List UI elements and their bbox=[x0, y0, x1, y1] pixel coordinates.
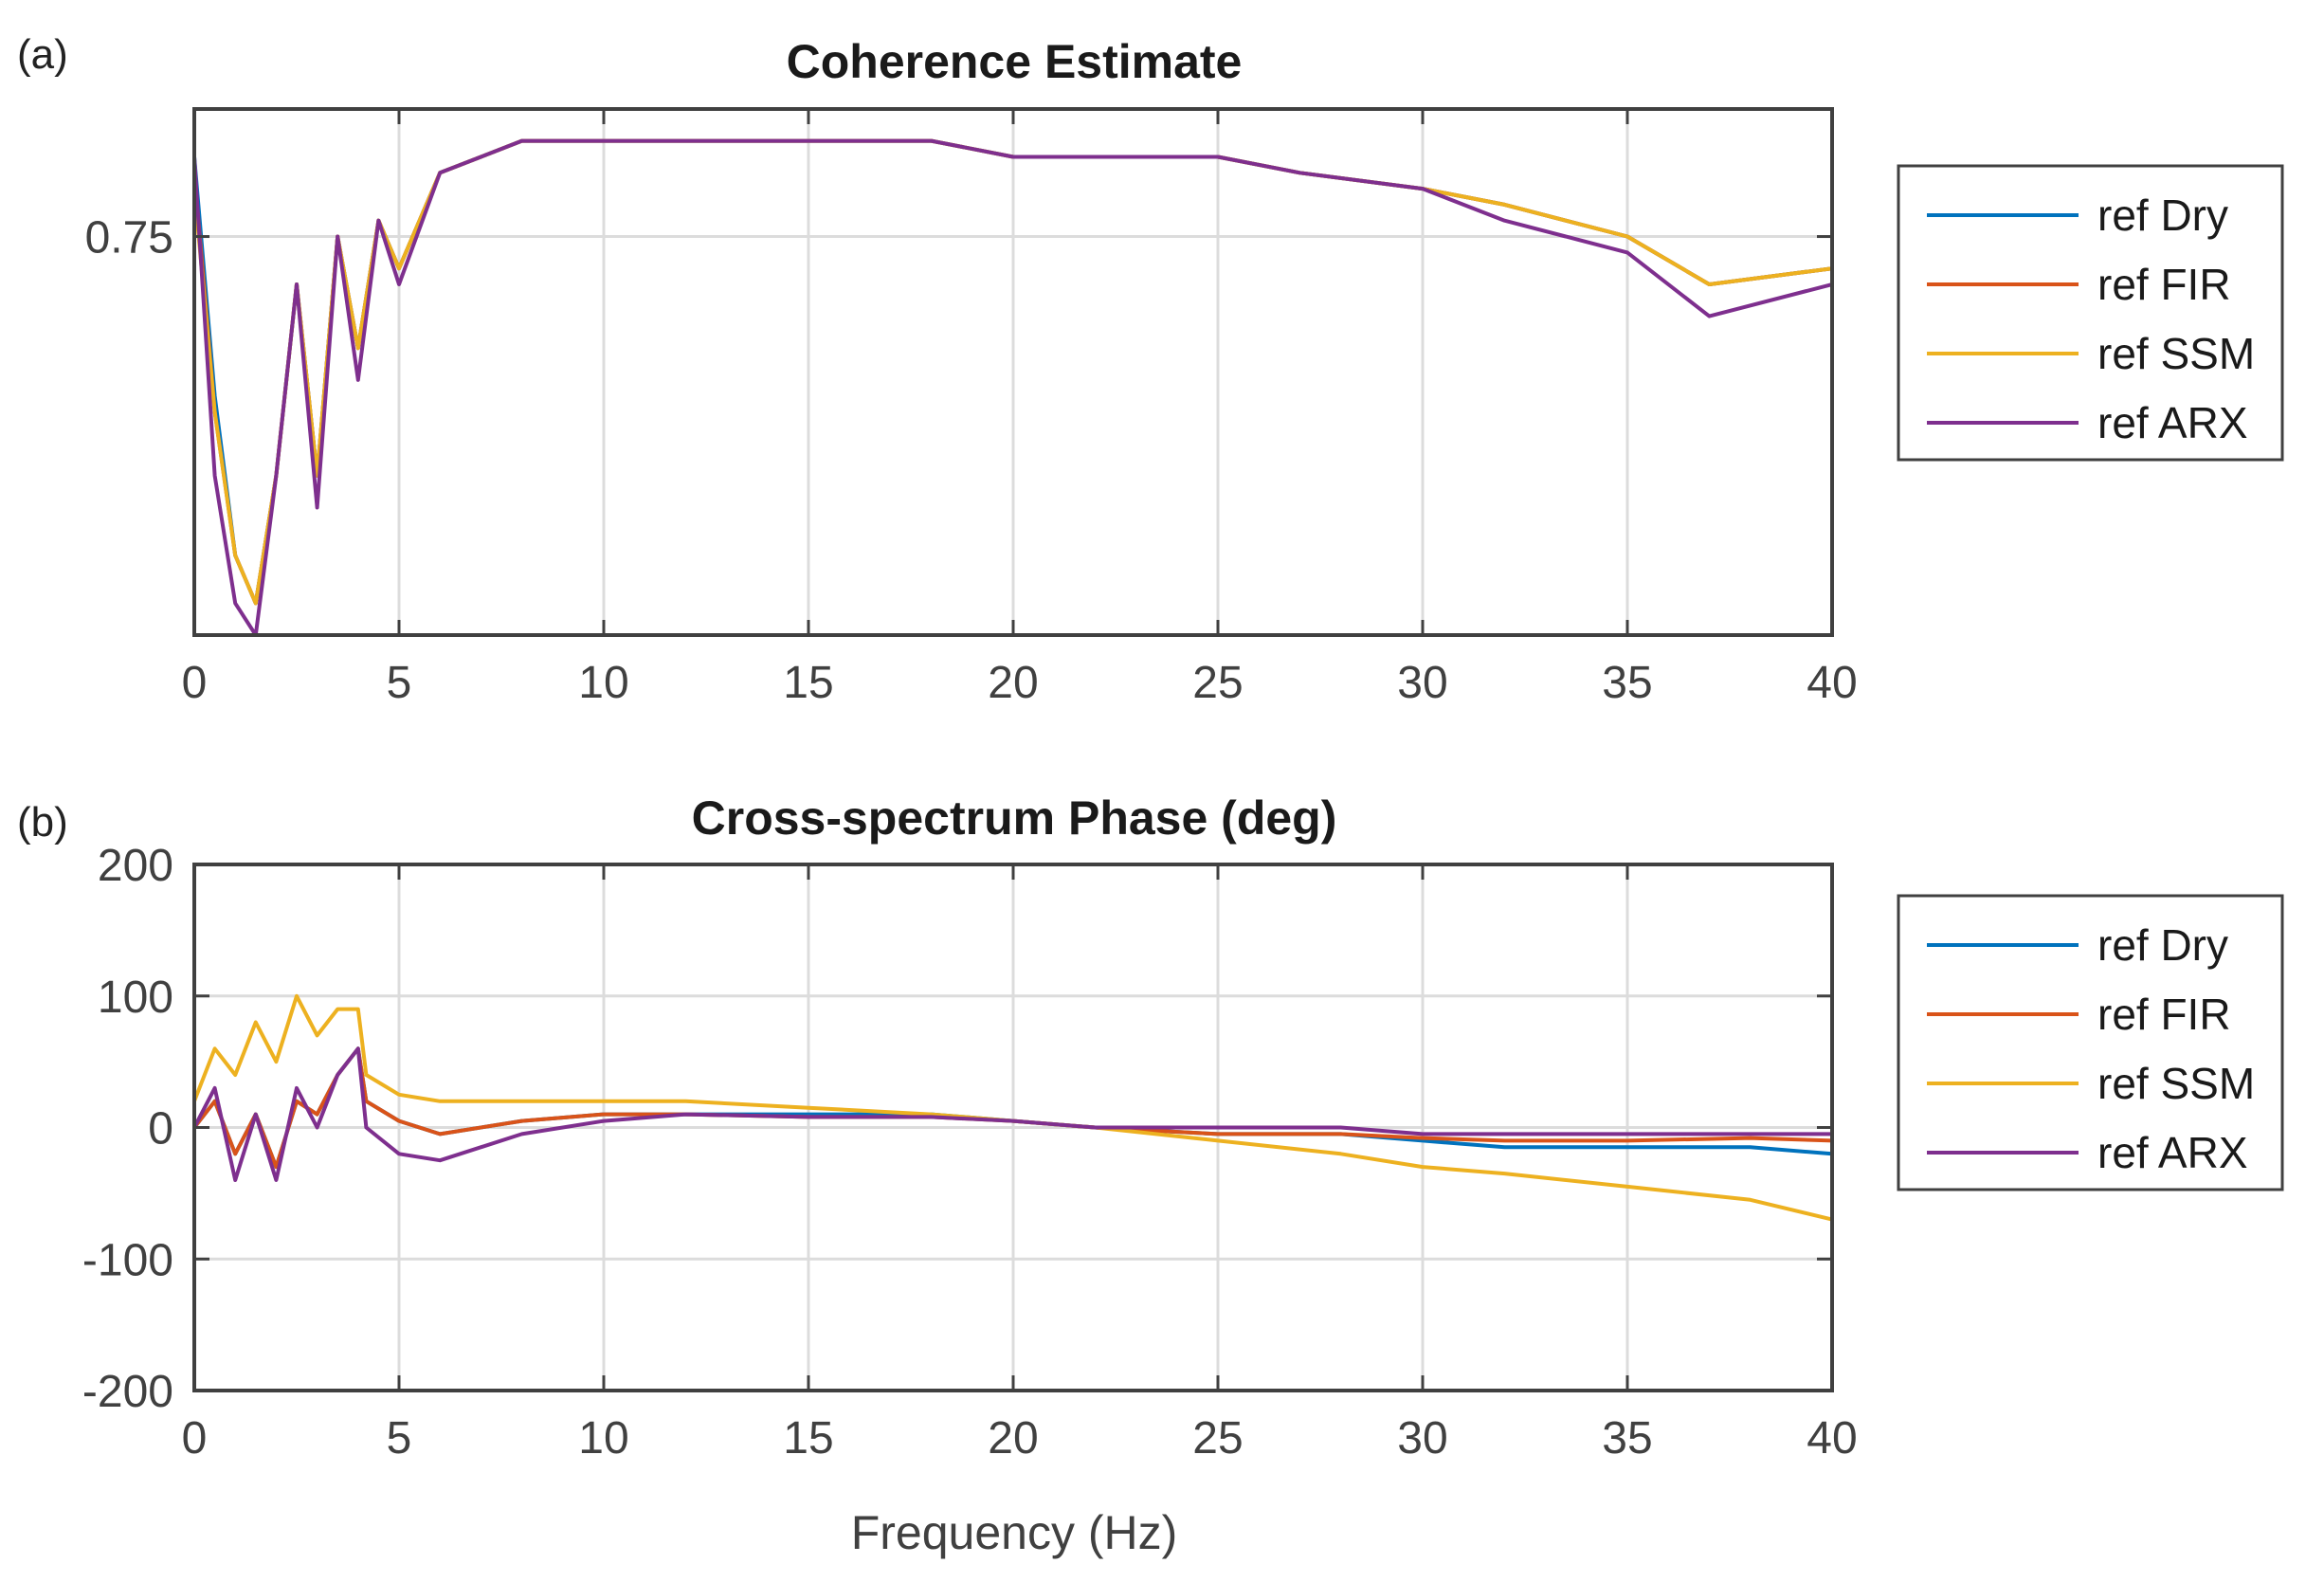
x-tick-label: 0 bbox=[182, 658, 208, 708]
grid-b bbox=[192, 863, 1834, 1392]
legend-label: ref ARX bbox=[2097, 398, 2248, 447]
series-line-ref-arx bbox=[194, 138, 1832, 635]
x-tick-label: 35 bbox=[1602, 1413, 1652, 1464]
grid-a bbox=[192, 109, 1834, 635]
series-lines-b bbox=[194, 993, 1832, 1222]
series-line-ref-fir bbox=[194, 1046, 1832, 1170]
legend-label: ref SSM bbox=[2097, 1059, 2255, 1108]
series-line-ref-ssm bbox=[194, 993, 1832, 1222]
legend-label: ref SSM bbox=[2097, 329, 2255, 378]
legend-label: ref FIR bbox=[2097, 990, 2231, 1039]
legend-label: ref Dry bbox=[2097, 920, 2228, 970]
x-axis-label: Frequency (Hz) bbox=[851, 1506, 1178, 1559]
x-tick-label: 15 bbox=[783, 658, 833, 708]
panel-label-b: (b) bbox=[17, 799, 68, 846]
legend-label: ref ARX bbox=[2097, 1128, 2248, 1177]
y-tick-label: 200 bbox=[98, 841, 173, 891]
x-tick-label: 15 bbox=[783, 1413, 833, 1464]
x-tick-label: 20 bbox=[988, 1413, 1038, 1464]
x-tick-label: 0 bbox=[182, 1413, 208, 1464]
x-tick-label: 25 bbox=[1192, 658, 1243, 708]
x-tick-label: 30 bbox=[1397, 658, 1447, 708]
x-tick-label: 5 bbox=[387, 658, 412, 708]
x-tick-label: 40 bbox=[1807, 658, 1857, 708]
coherence-title: Coherence Estimate bbox=[787, 35, 1243, 88]
y-tick-label: 0 bbox=[148, 1104, 173, 1155]
x-ticks-a: 0 5 10 15 20 25 30 35 40 bbox=[182, 109, 1858, 708]
y-ticks-b: -200 -100 0 100 200 bbox=[82, 841, 1832, 1417]
series-line-ref-arx bbox=[194, 1046, 1832, 1182]
legend-a: ref Dry ref FIR ref SSM ref ARX bbox=[1897, 164, 2284, 462]
x-tick-label: 10 bbox=[578, 1413, 628, 1464]
x-tick-label: 35 bbox=[1602, 658, 1652, 708]
x-tick-label: 40 bbox=[1807, 1413, 1857, 1464]
panel-label-a: (a) bbox=[17, 31, 68, 78]
legend-b: ref Dry ref FIR ref SSM ref ARX bbox=[1897, 894, 2284, 1191]
series-lines-a bbox=[194, 138, 1832, 635]
x-tick-label: 30 bbox=[1397, 1413, 1447, 1464]
legend-label: ref Dry bbox=[2097, 191, 2228, 240]
y-tick-label: 0.75 bbox=[85, 213, 173, 264]
y-tick-label: -200 bbox=[82, 1367, 173, 1417]
x-tick-label: 5 bbox=[387, 1413, 412, 1464]
y-ticks-a: 0.75 bbox=[85, 213, 1832, 264]
phase-panel: (b) Cross-spectrum Phase (deg) 0 5 10 15 20 2… bbox=[17, 791, 2284, 1559]
coherence-panel: (a) Coherence Estimate 0 5 10 15 20 25 30 35 40 … bbox=[17, 31, 2284, 708]
x-ticks-b: 0 5 10 15 20 25 30 35 40 bbox=[182, 864, 1858, 1464]
y-tick-label: -100 bbox=[82, 1235, 173, 1285]
x-tick-label: 10 bbox=[578, 658, 628, 708]
x-tick-label: 25 bbox=[1192, 1413, 1243, 1464]
phase-title: Cross-spectrum Phase (deg) bbox=[692, 791, 1337, 845]
x-tick-label: 20 bbox=[988, 658, 1038, 708]
y-tick-label: 100 bbox=[98, 973, 173, 1023]
legend-label: ref FIR bbox=[2097, 260, 2231, 309]
